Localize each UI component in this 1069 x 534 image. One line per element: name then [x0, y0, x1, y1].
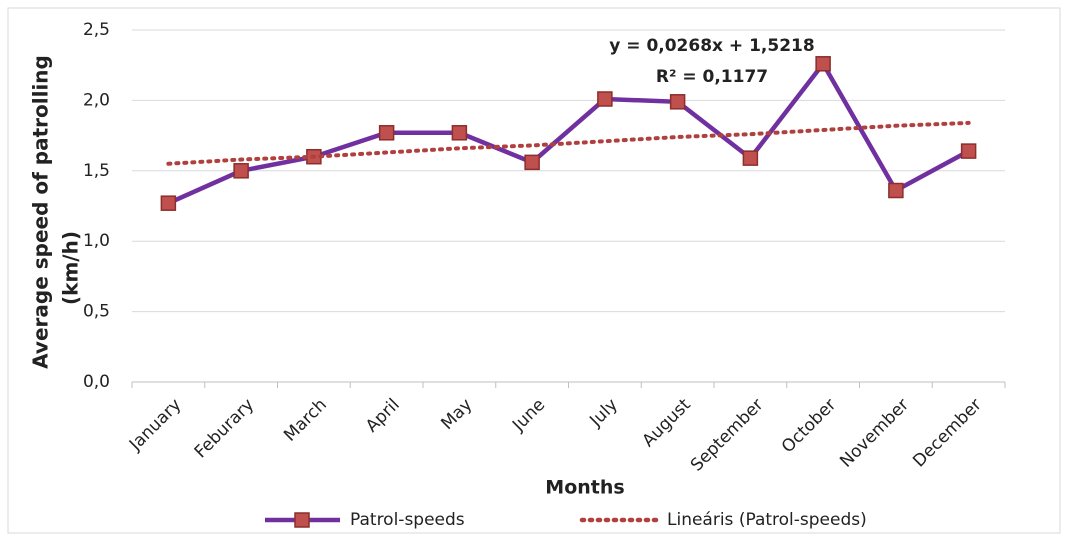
y-axis-title: (km/h) — [59, 231, 83, 305]
series-line — [167, 59, 970, 206]
trend-equation: y = 0,0268x + 1,5218 — [609, 36, 814, 56]
x-tick-label: January — [125, 395, 185, 455]
x-tick-label: June — [508, 395, 549, 436]
legend-label: Patrol-speeds — [350, 510, 465, 530]
x-tick-label: October — [778, 395, 840, 457]
x-tick-label: November — [836, 395, 913, 472]
marker — [960, 143, 977, 159]
marker — [597, 91, 613, 107]
x-tick-label: April — [362, 395, 404, 437]
marker — [160, 195, 177, 211]
marker — [888, 182, 904, 199]
y-tick-label: 0,5 — [83, 302, 110, 322]
y-axis-title: Average speed of patrolling — [29, 55, 53, 369]
x-axis-title: Months — [545, 477, 624, 499]
marker — [742, 150, 759, 166]
x-tick-label: August — [638, 395, 694, 451]
y-tick-label: 1,5 — [83, 161, 110, 181]
y-tick-label: 1,0 — [83, 231, 110, 251]
marker — [815, 56, 831, 72]
x-tick-label: July — [585, 395, 621, 431]
trend-line — [166, 120, 971, 166]
x-tick-label: December — [909, 395, 985, 471]
marker — [524, 154, 540, 171]
y-tick-label: 2,5 — [83, 20, 110, 40]
x-tick-label: March — [280, 395, 331, 446]
chart-frame — [7, 7, 1061, 534]
legend-marker — [294, 512, 310, 528]
x-tick-label: Feburary — [191, 395, 258, 462]
x-tick-label: May — [437, 395, 476, 434]
marker — [233, 163, 249, 179]
x-tick-label: September — [687, 395, 768, 476]
marker — [669, 94, 686, 110]
marker — [378, 125, 395, 141]
legend-label: Lineáris (Patrol-speeds) — [667, 510, 867, 530]
y-tick-label: 2,0 — [83, 90, 110, 110]
y-tick-label: 0,0 — [83, 372, 110, 392]
trend-r-squared: R² = 0,1177 — [656, 67, 768, 87]
marker — [451, 125, 468, 141]
